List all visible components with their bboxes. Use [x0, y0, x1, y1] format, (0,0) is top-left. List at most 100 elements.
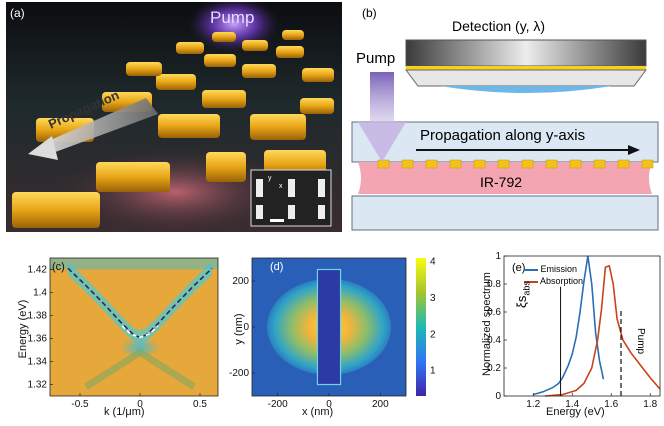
x-tick-label: 1.6	[604, 399, 618, 410]
x-tick-label: 1.2	[526, 399, 540, 410]
x-tick-label: 0.5	[193, 399, 207, 410]
sem-particle	[318, 179, 325, 197]
gold-nanobar	[212, 32, 236, 42]
sem-particle	[288, 179, 295, 197]
plot-frame	[49, 257, 219, 397]
gold-nanoparticle	[425, 159, 438, 169]
y-tick-label: 1.4	[33, 288, 47, 299]
gold-nanoparticle	[401, 159, 414, 169]
pump-label-a: Pump	[210, 8, 255, 27]
panel-b-schematic	[351, 39, 659, 231]
inset-axis-x: x	[279, 183, 283, 190]
legend-e: Emission Absorption	[524, 263, 583, 287]
y-tick-label: 1	[495, 251, 501, 262]
lower-branch	[84, 348, 196, 390]
gold-nanoparticle	[497, 159, 510, 169]
gold-nanoparticle	[473, 159, 486, 169]
series-line-emission	[533, 255, 605, 396]
propagation-label-b: Propagation along y-axis	[420, 127, 586, 144]
pump-label-b: Pump	[356, 50, 396, 67]
panel-c-tag: (c)	[52, 261, 65, 273]
y-tick-label: 1.34	[28, 357, 48, 368]
gold-nanoparticle	[569, 159, 582, 169]
xi-abs-sub: abs	[521, 281, 532, 296]
gold-nanobar	[204, 54, 236, 67]
series-line-absorption	[544, 264, 661, 397]
panel-e: 1.2 1.4 1.6 1.8 0 0.2 0.4 0.6 0.8 1 (e) Energy (e…	[458, 248, 664, 421]
gold-nanoparticle	[641, 159, 654, 169]
sem-inset: y x	[252, 171, 330, 225]
heatmap-glow	[120, 337, 160, 358]
legend-item-absorption: Absorption	[524, 275, 583, 287]
gold-nanobar	[12, 192, 100, 228]
legend-label-absorption: Absorption	[540, 276, 584, 286]
gold-nanobar	[156, 74, 196, 90]
gold-nanobar	[206, 152, 246, 182]
colorbar-tick-label: 1	[430, 366, 436, 377]
gold-nanoparticle	[617, 159, 630, 169]
y-tick-label: 0.2	[487, 363, 501, 374]
gold-nanobar	[276, 46, 304, 58]
gold-nanobar	[126, 62, 162, 76]
dispersion-band	[68, 261, 212, 345]
dye-label: IR-792	[480, 174, 523, 190]
y-tick-label: 0.4	[487, 335, 501, 346]
xi-abs-label: ξsabs	[514, 281, 532, 308]
colorbar-tick-label: 4	[430, 257, 436, 268]
panel-a: (a) Pump Propagation y x	[6, 0, 342, 237]
y-tick-label: 0.8	[487, 279, 501, 290]
lower-fit-line	[121, 325, 159, 339]
x-tick-label: -200	[268, 399, 288, 410]
xi-abs-symbol: ξs	[514, 295, 529, 308]
gold-nanobar	[202, 90, 246, 108]
panel-d: -200 0 200 -200 0 200 1 2 3 4 (d) x (nm) y (nm)	[222, 248, 458, 421]
panel-d-tag: (d)	[270, 261, 284, 273]
detection-label: Detection (y, λ)	[452, 18, 546, 34]
panel-b-tag: (b)	[362, 6, 377, 20]
x-tick-label: 0	[137, 399, 143, 410]
y-tick-label: 1.36	[28, 334, 48, 345]
panel-c-xlabel: k (1/μm)	[104, 406, 145, 418]
gold-nanobar	[242, 64, 276, 78]
legend-swatch-absorption	[524, 280, 538, 283]
sem-particle	[318, 205, 325, 219]
inset-axis-y: y	[268, 175, 272, 182]
gold-nanoparticle	[521, 159, 534, 169]
y-tick-label: -200	[229, 368, 249, 379]
panel-e-tag: (e)	[512, 262, 526, 274]
gold-nanobar	[282, 30, 304, 40]
colorbar-tick-label: 3	[430, 293, 436, 304]
y-tick-label: 0.6	[487, 307, 501, 318]
gold-nanoparticle	[593, 159, 606, 169]
nanoparticle-cross-section	[316, 268, 342, 386]
gold-nanobar	[96, 162, 170, 192]
legend-item-emission: Emission	[524, 263, 583, 275]
x-tick-label: 1.8	[643, 399, 657, 410]
legend-label-emission: Emission	[540, 264, 578, 274]
y-tick-label: 0	[243, 322, 249, 333]
gold-nanobar	[300, 98, 334, 114]
panel-d-ylabel: y (nm)	[233, 313, 245, 345]
gold-nanobar	[250, 114, 306, 140]
panel-a-tag: (a)	[10, 6, 25, 20]
panel-e-chart: 1.2 1.4 1.6 1.8 0 0.2 0.4 0.6 0.8 1	[487, 251, 661, 410]
panel-c: -0.5 0 0.5 1.32 1.34 1.36 1.38 1.4 1.42 (c) k (1…	[0, 248, 222, 421]
sem-particle	[256, 205, 263, 219]
gold-nanoparticle	[449, 159, 462, 169]
x-tick-label: 200	[372, 399, 389, 410]
heatmap-top-band	[50, 258, 218, 270]
gold-nanobar	[158, 114, 220, 138]
plot-frame	[503, 255, 661, 397]
panel-d-chart: -200 0 200 -200 0 200 1 2 3 4	[229, 257, 436, 410]
gold-nanobar	[302, 68, 334, 82]
gold-nanoparticle	[545, 159, 558, 169]
sem-particle	[288, 205, 295, 219]
y-tick-label: 1.42	[28, 265, 48, 276]
x-tick-label: 0	[326, 399, 332, 410]
x-tick-label: 1.4	[565, 399, 579, 410]
x-tick-label: -0.5	[71, 399, 89, 410]
colorbar	[416, 258, 426, 396]
panel-c-ylabel: Energy (eV)	[17, 299, 29, 359]
gold-nanoparticle	[377, 159, 390, 169]
panel-e-ylabel: Normalized spectrum	[481, 272, 493, 376]
